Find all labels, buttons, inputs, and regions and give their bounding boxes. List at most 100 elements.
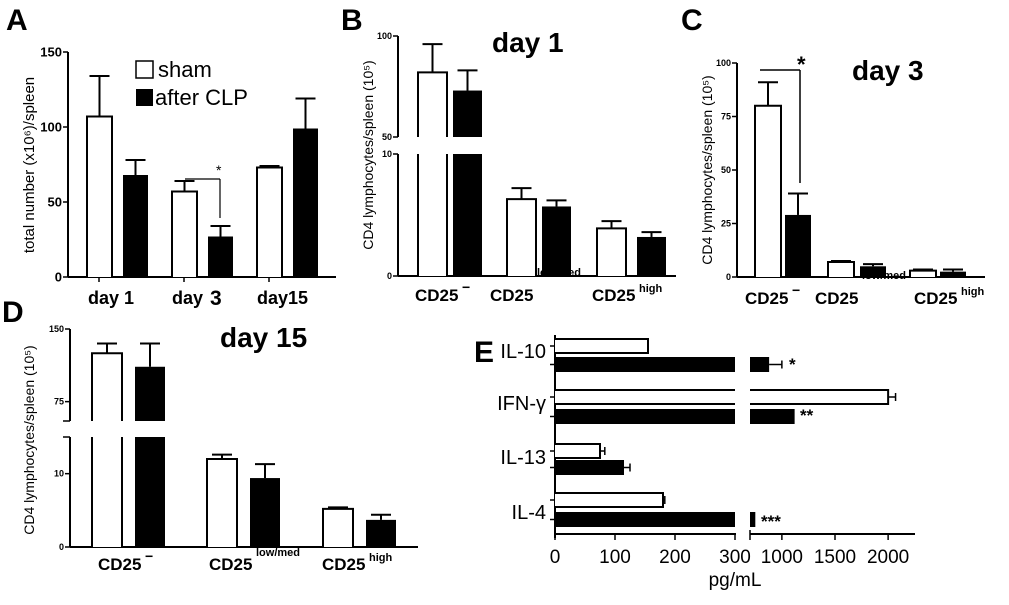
panel-title: day 15 <box>220 322 307 353</box>
x-tick-label: 1500 <box>814 547 856 568</box>
x-tick-label-superscript: − <box>145 548 153 564</box>
y-axis-label: CD4 lymphocytes/spleen (10⁵) <box>21 345 37 534</box>
bar-after-clp <box>555 512 735 527</box>
bar-after-clp <box>250 478 280 547</box>
x-tick-label: 100 <box>599 547 631 568</box>
bar-sham <box>87 116 112 277</box>
y-tick-label: 50 <box>382 132 392 142</box>
y-tick-label: 50 <box>721 165 731 175</box>
bar-after-clp <box>453 154 482 276</box>
x-tick-label-high: CD25 <box>914 289 957 308</box>
bar-after-clp <box>637 236 666 276</box>
x-tick-label: day15 <box>257 288 308 308</box>
panel-letter-E: E <box>474 336 494 369</box>
bar-sham <box>257 167 282 277</box>
x-tick-label-lowmed: CD25 <box>490 286 533 305</box>
bar-sham <box>507 199 536 276</box>
bar-after-clp <box>453 90 482 137</box>
y-tick-label: 150 <box>40 44 62 59</box>
bar-after-clp <box>555 357 735 372</box>
category-label: IL-10 <box>500 341 546 363</box>
x-tick-label-superscript: low/med <box>256 547 300 559</box>
y-tick-label: 0 <box>59 542 64 552</box>
y-tick-label: 50 <box>48 194 62 209</box>
y-tick-label: 0 <box>387 271 392 281</box>
bar-sham <box>910 270 936 277</box>
bar-after-clp <box>555 460 624 475</box>
legend-swatch-after-clp <box>136 89 153 106</box>
bar-after-clp <box>860 266 886 277</box>
bar-after-clp <box>555 409 735 424</box>
x-tick-label-high: CD25 <box>322 555 365 574</box>
x-tick-label-superscript: − <box>462 279 470 295</box>
x-tick-label-neg: CD25 <box>745 289 788 308</box>
y-tick-label: 150 <box>49 324 64 334</box>
bar-after-clp <box>123 175 148 277</box>
significance-star: * <box>797 52 806 77</box>
panel-title: day 1 <box>492 27 564 58</box>
bar-sham <box>750 390 889 404</box>
panel-title: day 3 <box>852 55 924 86</box>
x-tick-label-superscript: high <box>961 286 984 298</box>
panel-letter-A: A <box>6 4 28 37</box>
panel-letter-B: B <box>341 4 363 37</box>
significance-star: * <box>789 355 796 374</box>
bar-sham <box>323 508 353 547</box>
x-tick-label: day <box>172 288 203 308</box>
y-tick-label: 100 <box>40 119 62 134</box>
bar-after-clp <box>208 236 233 277</box>
panel-letter-C: C <box>681 4 703 37</box>
x-tick-label-lowmed: CD25 <box>209 555 252 574</box>
bar-sham <box>92 437 122 547</box>
y-tick-label: 100 <box>377 31 392 41</box>
bar-after-clp <box>940 271 966 277</box>
bar-after-clp <box>750 409 795 424</box>
x-tick-label-superscript: low/med <box>537 267 581 279</box>
y-tick-label: 10 <box>382 149 392 159</box>
x-tick-label-high: CD25 <box>592 286 635 305</box>
y-tick-label: 25 <box>721 219 731 229</box>
x-tick-label: 300 <box>719 547 751 568</box>
x-tick-label: 0 <box>550 547 561 568</box>
x-axis-label: pg/mL <box>709 570 762 591</box>
bar-after-clp <box>366 519 396 547</box>
x-tick-label: 200 <box>659 547 691 568</box>
x-tick-label-neg: CD25 <box>415 286 458 305</box>
x-tick-label-suffix: 3 <box>210 287 222 310</box>
y-axis-label: total number (x10⁶)/spleen <box>21 77 38 253</box>
category-label: IFN-γ <box>497 393 546 415</box>
x-tick-label-neg: CD25 <box>98 555 141 574</box>
bar-sham <box>207 459 237 547</box>
y-tick-label: 0 <box>726 272 731 282</box>
legend-label-after-clp: after CLP <box>155 85 248 110</box>
bar-sham <box>418 72 447 137</box>
bar-after-clp <box>785 214 811 277</box>
y-tick-label: 75 <box>54 397 64 407</box>
bar-sham <box>555 444 600 458</box>
x-tick-label-lowmed: CD25 <box>815 289 858 308</box>
panel-letter-D: D <box>2 296 24 329</box>
bar-sham <box>597 228 626 276</box>
bar-sham <box>755 105 781 277</box>
bar-sham <box>418 154 447 276</box>
x-tick-label-superscript: − <box>792 282 800 298</box>
bar-after-clp <box>542 206 571 276</box>
y-tick-label: 0 <box>55 269 62 284</box>
x-tick-label: day 1 <box>88 288 134 308</box>
bar-after-clp <box>750 357 770 372</box>
bar-after-clp <box>293 128 318 277</box>
x-tick-label-superscript: high <box>369 552 392 564</box>
y-tick-label: 100 <box>716 58 731 68</box>
significance-star: *** <box>761 512 781 531</box>
y-axis-label: CD4 lymphocytes/spleen (10⁵) <box>699 75 715 264</box>
significance-star: * <box>216 162 222 178</box>
bar-sham <box>555 493 663 507</box>
x-tick-label: 2000 <box>867 547 909 568</box>
bar-sham <box>555 339 648 353</box>
bar-sham <box>555 390 735 404</box>
significance-star: ** <box>800 406 814 425</box>
legend-label-sham: sham <box>158 57 212 82</box>
bar-sham <box>172 191 197 277</box>
y-tick-label: 10 <box>54 469 64 479</box>
